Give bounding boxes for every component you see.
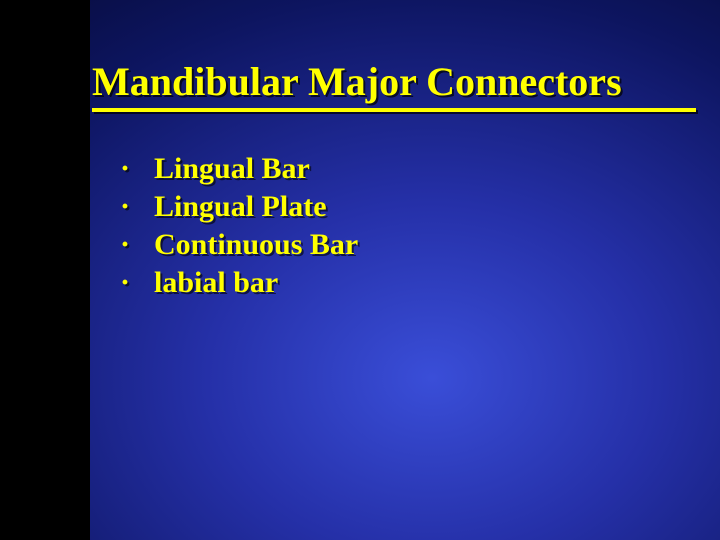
list-item: · Lingual Bar — [120, 152, 358, 186]
bullet-text: labial bar — [154, 266, 278, 300]
slide-title: Mandibular Major Connectors — [92, 58, 622, 105]
title-underline — [92, 108, 696, 112]
bullet-list: · Lingual Bar · Lingual Plate · Continuo… — [120, 152, 358, 304]
bullet-text: Lingual Bar — [154, 152, 310, 186]
slide: Mandibular Major Connectors · Lingual Ba… — [0, 0, 720, 540]
bullet-text: Continuous Bar — [154, 228, 358, 262]
bullet-icon: · — [120, 266, 154, 300]
bullet-icon: · — [120, 228, 154, 262]
list-item: · labial bar — [120, 266, 358, 300]
left-strip — [0, 0, 90, 540]
bullet-icon: · — [120, 190, 154, 224]
bullet-icon: · — [120, 152, 154, 186]
list-item: · Continuous Bar — [120, 228, 358, 262]
list-item: · Lingual Plate — [120, 190, 358, 224]
bullet-text: Lingual Plate — [154, 190, 327, 224]
